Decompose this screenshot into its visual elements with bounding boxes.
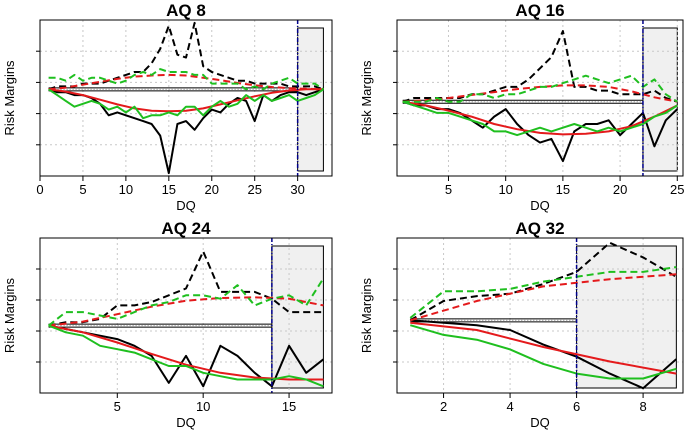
x-tick-label: 5	[114, 399, 121, 414]
x-tick-label: 10	[196, 399, 210, 414]
x-tick-label: 25	[247, 182, 261, 197]
series-red-dashed-line	[402, 84, 678, 103]
chart-panel: 0 5 10 15 20 25 30 AQ 8 DQ Risk Margins	[2, 1, 333, 213]
series-green-solid-line	[402, 100, 678, 137]
x-tick-label: 20	[205, 182, 219, 197]
x-tick-label: 20	[613, 182, 627, 197]
series-green-dashed-line	[47, 277, 325, 327]
series-black-solid-line	[410, 319, 677, 390]
x-tick-label: 5	[445, 182, 452, 197]
series-green-solid-line	[48, 324, 324, 388]
series-black-solid-line	[48, 324, 325, 388]
series-red-dashed-line	[48, 73, 324, 91]
x-tick-label: 5	[79, 182, 86, 197]
panel-title: AQ 24	[161, 219, 211, 238]
x-tick-label: 10	[498, 182, 512, 197]
y-axis-label: Risk Margins	[2, 60, 17, 136]
x-tick-label: 6	[573, 399, 580, 414]
plot-frame	[39, 237, 333, 394]
x-tick-label: 25	[670, 182, 684, 197]
x-tick-label: 4	[506, 399, 513, 414]
chart-panel: 5 10 15 AQ 24 DQ Risk Margins	[2, 219, 333, 430]
x-tick-label: 15	[162, 182, 176, 197]
y-axis-label: Risk Margins	[2, 277, 17, 353]
chart-panel: 2 4 6 8 AQ 32 DQ Risk Margins	[359, 219, 684, 430]
x-axis-label: DQ	[176, 198, 196, 213]
panel-title: AQ 8	[166, 1, 206, 20]
series-green-dashed-line	[402, 74, 678, 103]
chart-panel: 5 10 15 20 25 AQ 16 DQ Risk Margins	[359, 1, 685, 213]
plot-frame	[396, 237, 684, 394]
y-axis-label: Risk Margins	[359, 60, 374, 136]
series-green-dashed-line	[409, 266, 677, 319]
forecast-region	[642, 27, 678, 172]
series-green-dashed-line	[48, 68, 324, 91]
series-black-dashed-line	[409, 241, 677, 322]
x-tick-label: 10	[119, 182, 133, 197]
plot-frame	[396, 19, 684, 177]
x-axis-label: DQ	[530, 415, 550, 430]
series-red-dashed-line	[410, 273, 677, 322]
x-tick-label: 0	[36, 182, 43, 197]
plot-frame	[39, 19, 333, 177]
series-black-solid-line	[48, 88, 324, 175]
series-red-solid-line	[402, 100, 678, 136]
y-axis-label: Risk Margins	[359, 277, 374, 353]
x-tick-label: 2	[440, 399, 447, 414]
series-red-solid-line	[48, 88, 324, 113]
series-red-solid-line	[410, 321, 677, 375]
x-axis-label: DQ	[176, 415, 196, 430]
panel-title: AQ 16	[515, 1, 564, 20]
x-tick-label: 30	[290, 182, 304, 197]
x-tick-label: 8	[639, 399, 646, 414]
panel-title: AQ 32	[515, 219, 564, 238]
x-axis-label: DQ	[530, 198, 550, 213]
series-green-solid-line	[410, 324, 677, 380]
series-black-solid-line	[402, 100, 678, 163]
x-tick-label: 15	[282, 399, 296, 414]
series-green-solid-line	[48, 88, 324, 120]
x-tick-label: 15	[556, 182, 570, 197]
series-black-dashed-line	[402, 30, 678, 103]
